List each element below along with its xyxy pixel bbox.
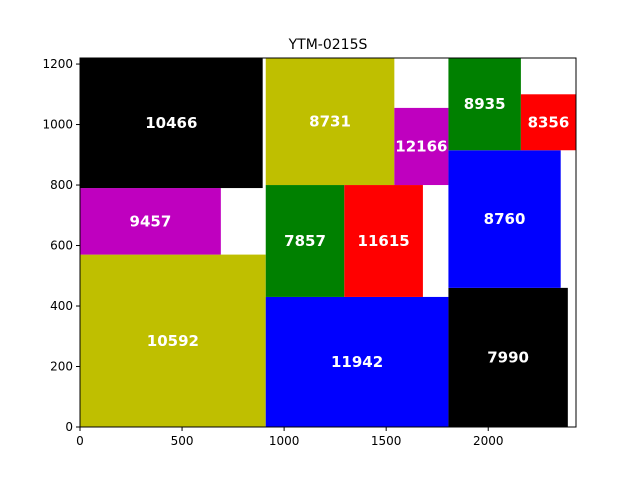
treemap-rect-label: 10466: [145, 114, 197, 132]
treemap-rect-label: 10592: [147, 332, 199, 350]
treemap-rect-label: 8356: [528, 113, 570, 131]
rect-layer: [80, 58, 576, 427]
treemap-rect-label: 7857: [284, 232, 326, 250]
treemap-rect-label: 8731: [309, 113, 351, 131]
chart-title: YTM-0215S: [288, 37, 368, 53]
x-tick-label: 1000: [269, 434, 300, 448]
x-tick-label: 500: [171, 434, 194, 448]
treemap-rect: [344, 185, 423, 297]
treemap-rect: [394, 107, 449, 186]
treemap-rect: [80, 58, 263, 189]
plot-frame: [79, 57, 577, 428]
treemap-rect-label: 8935: [464, 95, 506, 113]
label-layer: 10592 9457 10466 11942 7857 11615 8731 12166 799…: [130, 95, 570, 371]
treemap-rect: [265, 185, 345, 297]
y-tick-label: 200: [50, 360, 73, 374]
x-axis: 0 500 1000 1500 2000: [76, 427, 504, 448]
x-tick-label: 1500: [371, 434, 402, 448]
treemap-rect-label: 7990: [487, 348, 529, 366]
y-tick-label: 1000: [42, 118, 73, 132]
treemap-rect: [80, 254, 266, 427]
treemap-rect: [448, 287, 568, 427]
y-tick-label: 0: [65, 420, 73, 434]
treemap-rect: [448, 58, 521, 151]
y-axis: 0 200 400 600 800 1000 1200: [42, 57, 80, 434]
treemap-rect-label: 11615: [358, 232, 410, 250]
treemap-rect-label: 8760: [484, 210, 526, 228]
y-tick-label: 600: [50, 239, 73, 253]
treemap-rect: [80, 188, 221, 255]
treemap-rect: [265, 58, 395, 186]
treemap-rect: [520, 94, 576, 151]
treemap-rect-label: 12166: [395, 137, 447, 155]
x-tick-label: 0: [76, 434, 84, 448]
x-tick-label: 2000: [473, 434, 504, 448]
treemap-rect: [448, 150, 561, 288]
y-tick-label: 1200: [42, 57, 73, 71]
treemap-rect-label: 11942: [331, 353, 383, 371]
y-tick-label: 800: [50, 178, 73, 192]
treemap-rect: [265, 296, 449, 427]
treemap-rect-label: 9457: [130, 212, 172, 230]
y-tick-label: 400: [50, 299, 73, 313]
